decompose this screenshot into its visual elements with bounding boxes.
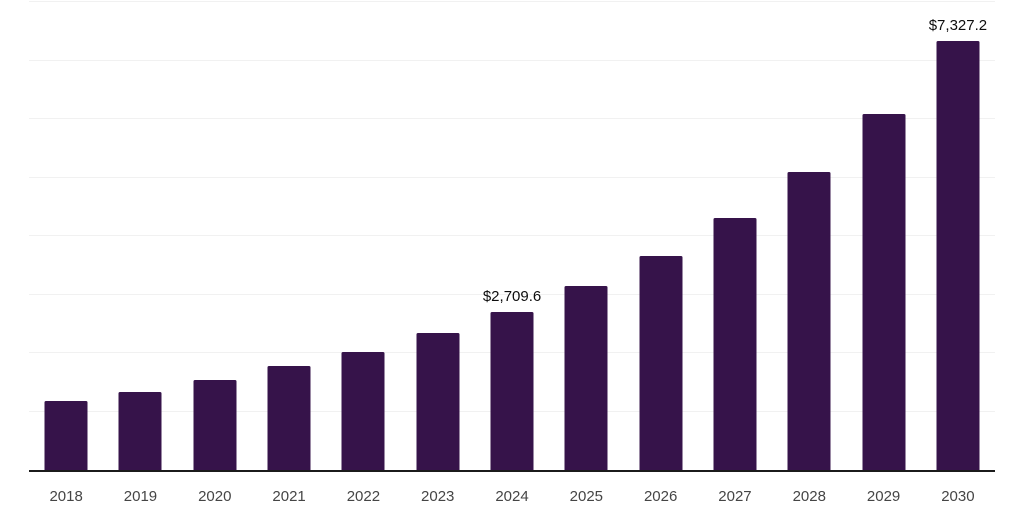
bar-column-2029	[846, 2, 920, 470]
bar-value-label-2024: $2,709.6	[482, 287, 542, 305]
x-tick-label-2026: 2026	[643, 487, 678, 505]
gridline	[29, 235, 995, 236]
bar-2023[interactable]	[416, 333, 460, 470]
x-tick-label-2028: 2028	[792, 487, 826, 505]
bar-column-2025	[549, 2, 623, 470]
plot-area: $2,709.6 $7,327.2	[29, 1, 995, 472]
bar-column-2024: $2,709.6	[475, 2, 549, 470]
bar-value-label-2030: $7,327.2	[928, 17, 988, 35]
x-tick-label-2029: 2029	[866, 487, 901, 505]
bar-column-2023	[401, 2, 475, 470]
gridline	[29, 1, 995, 2]
bar-column-2026	[624, 2, 698, 470]
bar-column-2021	[252, 2, 326, 470]
x-tick-label-2021: 2021	[272, 487, 306, 505]
bar-2022[interactable]	[341, 351, 385, 470]
bar-column-2022	[326, 2, 400, 470]
bar-column-2030: $7,327.2	[921, 2, 995, 470]
bar-2028[interactable]	[787, 171, 831, 470]
bar-2025[interactable]	[564, 286, 608, 470]
x-tick-label-2025: 2025	[569, 487, 604, 505]
bar-2027[interactable]	[713, 217, 757, 470]
bar-column-2027	[698, 2, 772, 470]
x-axis-line	[29, 470, 995, 472]
x-tick-label-2019: 2019	[123, 487, 158, 505]
bar-2029[interactable]	[862, 113, 906, 470]
bar-column-2020	[178, 2, 252, 470]
gridline	[29, 118, 995, 119]
x-tick-label-2018: 2018	[49, 487, 83, 505]
gridline	[29, 176, 995, 178]
bar-2026[interactable]	[639, 255, 683, 470]
bar-column-2028	[772, 2, 846, 470]
gridline	[29, 59, 995, 61]
bar-column-2018	[29, 2, 103, 470]
bar-2024[interactable]	[490, 311, 534, 470]
gridline	[29, 293, 995, 295]
x-tick-label-2022: 2022	[346, 487, 381, 505]
bar-2018[interactable]	[44, 400, 88, 470]
x-tick-label-2030: 2030	[941, 487, 975, 505]
bar-2020[interactable]	[193, 379, 237, 470]
x-tick-label-2024: 2024	[495, 487, 529, 505]
x-tick-label-2027: 2027	[718, 487, 752, 505]
bars-row: $2,709.6 $7,327.2	[29, 2, 995, 470]
bar-2030[interactable]	[936, 41, 980, 470]
x-axis-labels: 2018 2019 2020 2021 2022 2023 2024 2025 2026 2027…	[29, 470, 995, 512]
bar-column-2019	[103, 2, 177, 470]
bar-2019[interactable]	[118, 391, 162, 470]
x-tick-label-2023: 2023	[421, 487, 455, 505]
bar-2021[interactable]	[267, 366, 311, 470]
x-tick-label-2020: 2020	[198, 487, 232, 505]
